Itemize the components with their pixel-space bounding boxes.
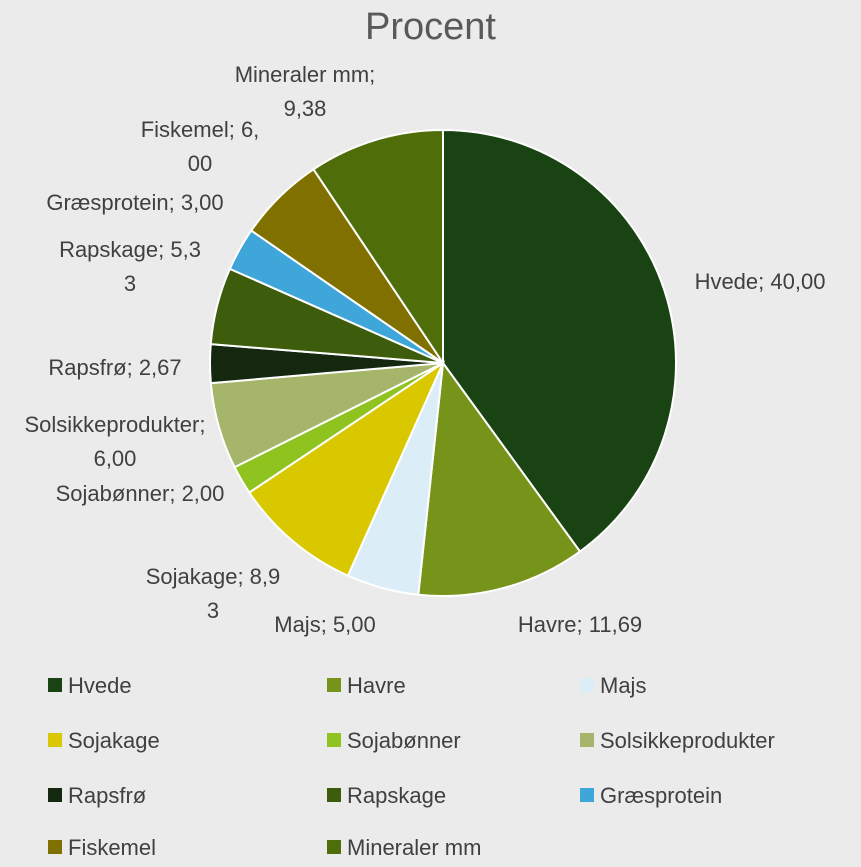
legend-swatch (580, 733, 594, 747)
legend-swatch (48, 678, 62, 692)
data-label: Majs; 5,00 (274, 612, 376, 637)
legend-label: Mineraler mm (347, 835, 482, 860)
legend-label: Rapsfrø (68, 783, 147, 808)
data-label: Rapskage; 5,33 (59, 237, 201, 296)
pie-slice (417, 360, 582, 597)
legend-swatch (327, 733, 341, 747)
pie-slice (442, 128, 677, 553)
data-label: Havre; 11,69 (517, 612, 643, 637)
legend-swatch (327, 678, 341, 692)
legend-swatch (48, 733, 62, 747)
legend-label: Solsikkeprodukter (600, 728, 775, 753)
legend-label: Hvede (68, 673, 132, 698)
legend-swatch (327, 840, 341, 854)
legend-label: Fiskemel (68, 835, 157, 860)
data-label: Rapsfrø; 2,67 (48, 355, 182, 380)
legend-label: Majs (600, 673, 647, 698)
legend-swatch (327, 788, 341, 802)
legend-item: Rapsfrø (48, 783, 146, 809)
data-label: Græsprotein; 3,00 (46, 190, 224, 215)
pie-slice (312, 128, 444, 367)
legend-item: Sojakage (48, 728, 160, 754)
legend-swatch (580, 788, 594, 802)
legend-item: Rapskage (327, 783, 446, 809)
legend-label: Sojakage (68, 728, 160, 753)
legend-item: Sojabønner (327, 728, 461, 754)
data-label: Mineraler mm; 9,38 (234, 62, 376, 121)
legend-label: Rapskage (347, 783, 447, 808)
legend-item: Solsikkeprodukter (580, 728, 775, 754)
data-label: Fiskemel; 6,00 (140, 117, 260, 176)
legend-item: Mineraler mm (327, 835, 481, 861)
legend-item: Havre (327, 673, 406, 699)
data-label: Sojabønner; 2,00 (55, 481, 225, 506)
legend-item: Hvede (48, 673, 132, 699)
legend-item: Majs (580, 673, 646, 699)
data-label: Hvede; 40,00 (694, 269, 826, 294)
chart-title: Procent (365, 6, 496, 48)
legend-swatch (48, 840, 62, 854)
legend-label: Sojabønner (347, 728, 461, 753)
legend-label: Havre (347, 673, 406, 698)
legend-label: Græsprotein (600, 783, 723, 808)
legend-swatch (48, 788, 62, 802)
pie-slice (247, 360, 446, 578)
data-label: Sojakage; 8,93 (145, 564, 281, 623)
legend-item: Fiskemel (48, 835, 156, 861)
legend-swatch (580, 678, 594, 692)
data-label: Solsikkeprodukter; 6,00 (24, 412, 206, 471)
legend-item: Græsprotein (580, 783, 722, 809)
